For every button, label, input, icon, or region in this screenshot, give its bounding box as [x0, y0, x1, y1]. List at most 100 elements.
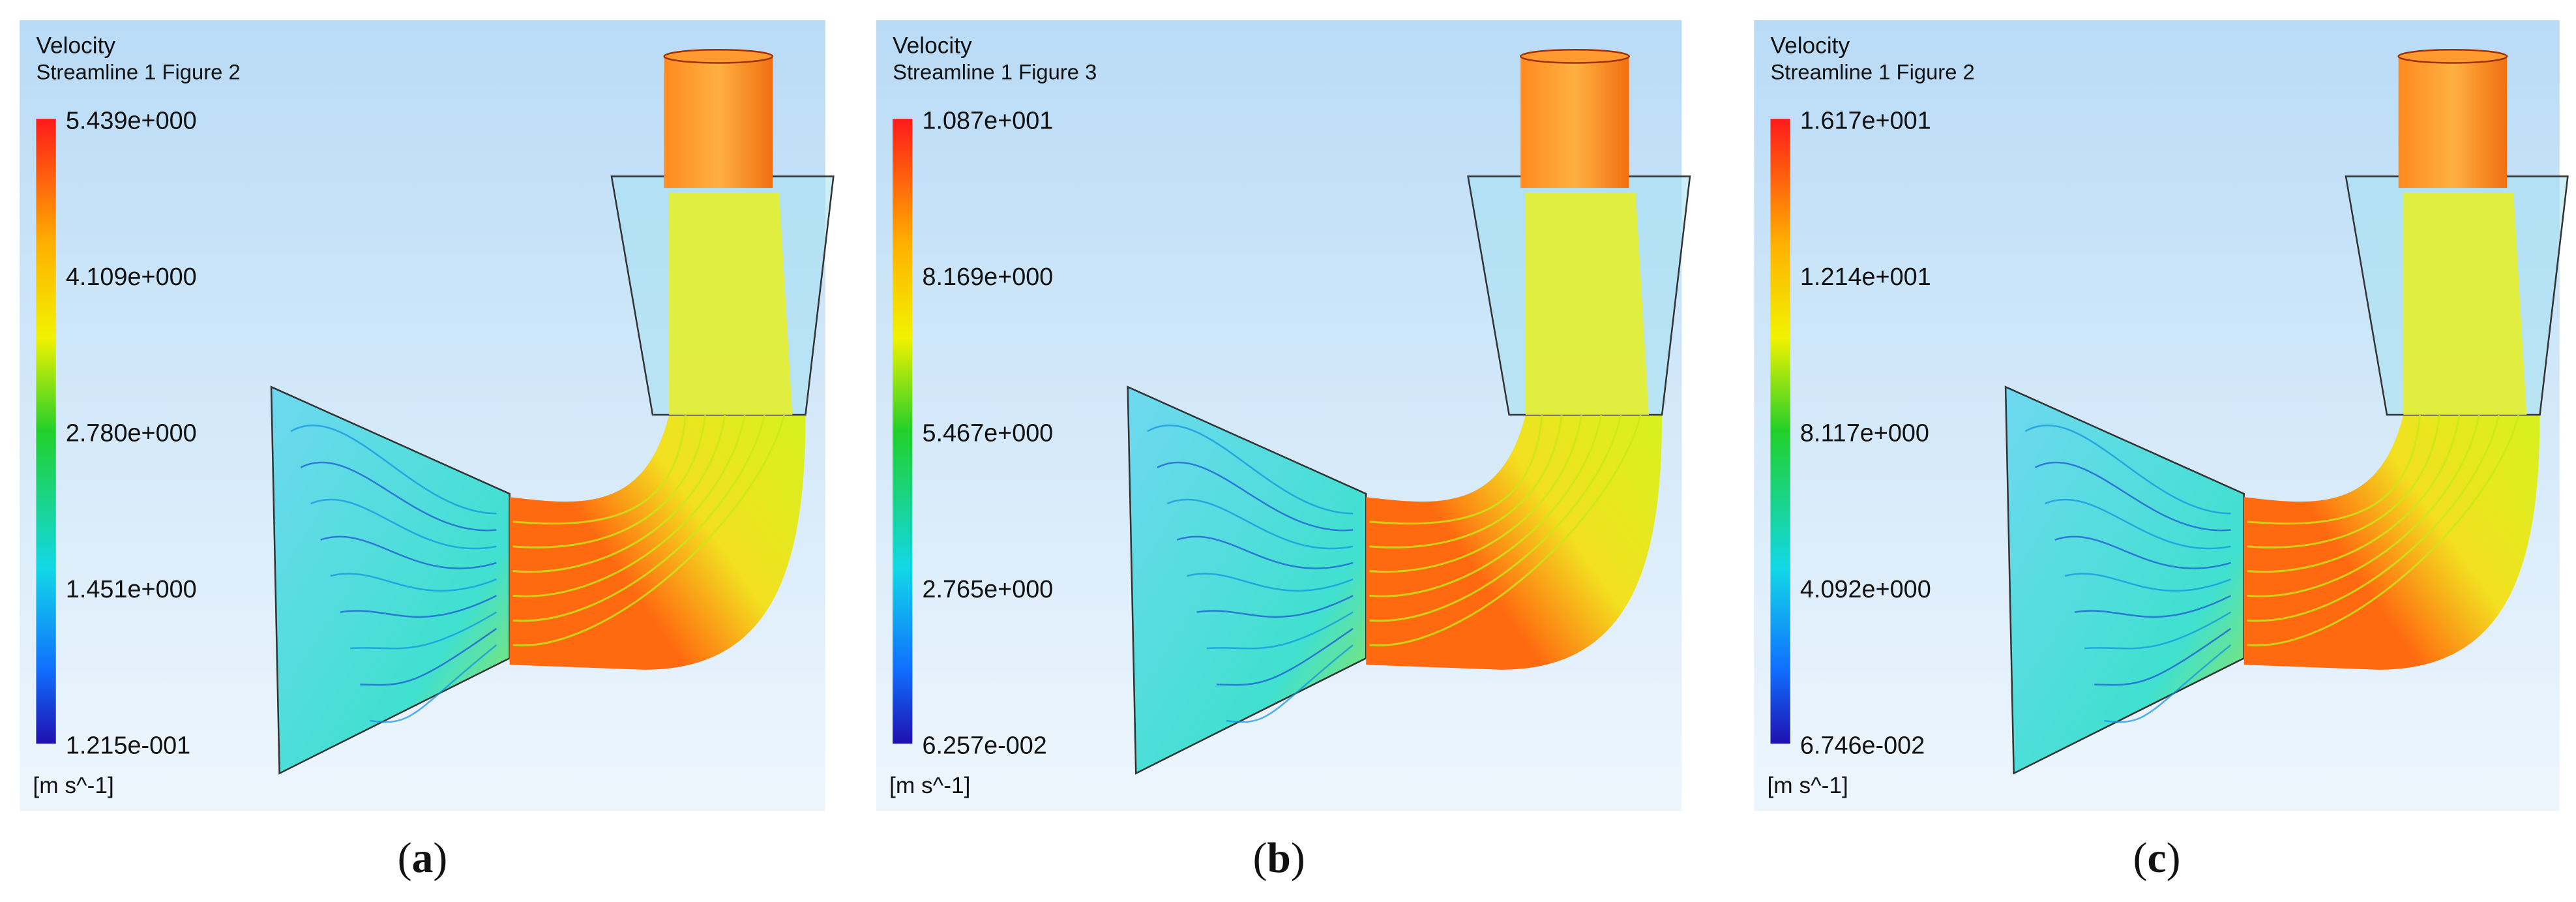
streamline	[512, 414, 746, 597]
legend-label: 1.215e-001	[66, 732, 190, 759]
inlet-hood	[1127, 385, 1367, 775]
streamline	[1187, 573, 1354, 592]
streamline	[1206, 611, 1354, 650]
riser-flow	[1525, 192, 1649, 415]
streamline	[512, 414, 726, 573]
streamline	[2084, 611, 2232, 650]
legend-label: 1.087e+001	[922, 107, 1053, 134]
caption-open: (	[1253, 835, 1267, 882]
streamline	[320, 535, 497, 569]
elbow-pipe	[509, 415, 806, 670]
outlet-cylinder-top	[2397, 49, 2508, 64]
streamline	[2247, 414, 2520, 646]
streamline	[2247, 414, 2421, 525]
legend-label: 2.765e+000	[922, 576, 1053, 603]
streamline	[2247, 414, 2441, 549]
streamline	[2074, 595, 2232, 618]
legend-title: Velocity	[1771, 33, 1850, 58]
streamline	[2104, 644, 2232, 723]
outlet-cylinder	[1520, 56, 1629, 188]
streamline	[2247, 414, 2461, 573]
flow-geometry	[270, 49, 835, 775]
legend-label: 2.780e+000	[66, 419, 197, 447]
unit-label: [m s^-1]	[889, 773, 970, 798]
legend-label: 6.746e-002	[1800, 732, 1925, 759]
streamline	[1369, 414, 1622, 622]
legend-label: 5.439e+000	[66, 107, 197, 134]
legend-subtitle: Streamline 1 Figure 2	[36, 60, 240, 84]
streamline	[300, 462, 497, 532]
caption: (a)	[398, 835, 447, 882]
caption: (c)	[2133, 835, 2181, 882]
streamline	[290, 425, 497, 515]
caption-open: (	[398, 835, 412, 882]
legend-label: 1.617e+001	[1800, 107, 1931, 134]
streamline	[349, 611, 497, 650]
legend-subtitle: Streamline 1 Figure 2	[1771, 60, 1975, 84]
streamline	[512, 414, 765, 622]
outlet-cylinder-top	[663, 49, 774, 64]
elbow-pipe	[1366, 415, 1663, 670]
elbow-pipe	[2243, 415, 2540, 670]
streamline	[1216, 627, 1354, 686]
caption-close: )	[2167, 835, 2181, 882]
streamline	[2054, 535, 2231, 569]
streamline	[2094, 627, 2232, 686]
streamline	[1369, 414, 1543, 525]
streamline	[310, 498, 497, 550]
legend-label: 8.117e+000	[1800, 419, 1929, 447]
legend-label: 5.467e+000	[922, 419, 1053, 447]
legend-label: 1.451e+000	[66, 576, 197, 603]
streamline	[1226, 644, 1354, 723]
streamline	[2247, 414, 2500, 622]
caption-close: )	[433, 835, 447, 882]
legend-label: 4.109e+000	[66, 263, 197, 291]
legend-label: 1.214e+001	[1800, 263, 1931, 291]
streamline	[2034, 462, 2231, 532]
caption-label: a	[412, 835, 434, 882]
streamline	[1369, 414, 1642, 646]
streamline	[2045, 498, 2231, 550]
streamline	[1196, 595, 1354, 618]
flow-geometry	[1127, 49, 1691, 775]
caption-label: c	[2148, 835, 2167, 882]
caption: (b)	[1253, 835, 1305, 882]
legend-label: 8.169e+000	[922, 263, 1053, 291]
flow-geometry	[2004, 49, 2569, 775]
outlet-cylinder	[664, 56, 773, 188]
streamline	[1369, 414, 1583, 573]
streamline	[2247, 414, 2480, 597]
streamline	[512, 414, 707, 549]
legend-subtitle: Streamline 1 Figure 3	[893, 60, 1097, 84]
color-bar	[36, 119, 56, 744]
legend-title: Velocity	[893, 33, 972, 58]
streamline	[1166, 498, 1354, 550]
caption-label: b	[1267, 835, 1290, 882]
streamline	[1369, 414, 1603, 597]
streamline	[1157, 462, 1354, 532]
legend-title: Velocity	[36, 33, 115, 58]
unit-label: [m s^-1]	[1767, 773, 1848, 798]
streamline	[512, 414, 786, 646]
legend-label: 6.257e-002	[922, 732, 1046, 759]
streamline	[340, 595, 497, 618]
outlet-cylinder-top	[1520, 49, 1630, 64]
streamline	[330, 573, 497, 592]
color-bar	[1770, 119, 1790, 744]
caption-open: (	[2133, 835, 2148, 882]
riser-flow	[669, 192, 793, 415]
streamline	[512, 414, 687, 525]
streamline	[1369, 414, 1563, 549]
color-bar	[893, 119, 913, 744]
streamline	[1147, 425, 1354, 515]
streamline	[2024, 425, 2231, 515]
outlet-cylinder	[2398, 56, 2508, 188]
streamline	[2064, 573, 2231, 592]
streamline	[1176, 535, 1354, 569]
riser-flow	[2403, 192, 2527, 415]
